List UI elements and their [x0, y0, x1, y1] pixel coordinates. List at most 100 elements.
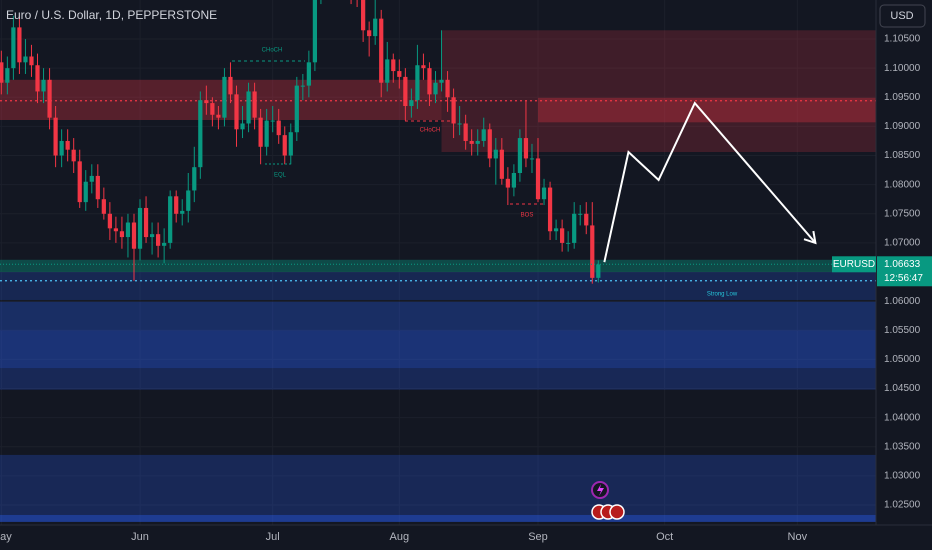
plot-area: [0, 0, 876, 522]
candle-body: [53, 117, 58, 156]
zone: [0, 272, 876, 300]
candle-body: [252, 91, 257, 118]
candle-body: [29, 56, 34, 66]
candle-body: [89, 175, 94, 182]
zone: [0, 454, 876, 515]
candle-body: [584, 213, 589, 226]
candle-body: [578, 213, 583, 215]
candle-body: [541, 187, 547, 200]
candle-body: [143, 207, 149, 238]
y-tick-label: 1.05000: [884, 354, 921, 365]
lightning: [597, 484, 604, 496]
y-tick-label: 1.04000: [884, 412, 921, 423]
candle-body: [270, 120, 275, 122]
zone: [0, 330, 876, 369]
candle-body: [77, 161, 82, 203]
candle-body: [156, 234, 161, 246]
y-tick-label: 1.02500: [884, 500, 921, 511]
y-tick-label: 1.04500: [884, 383, 921, 394]
candle-body: [11, 27, 16, 69]
candle-body: [101, 199, 106, 214]
candle-body: [162, 242, 167, 246]
candle-body: [560, 228, 565, 243]
zone: [0, 79, 442, 120]
y-tick-label: 1.10500: [884, 34, 921, 45]
y-tick-label: 1.07500: [884, 208, 921, 219]
x-tick-label: May: [0, 531, 12, 543]
x-tick-label: Jun: [131, 531, 149, 543]
countdown-label: 12:56:47: [884, 273, 923, 284]
candle-body: [149, 234, 155, 238]
candle-body: [264, 120, 269, 147]
candle-body: [361, 0, 366, 31]
candle-body: [535, 158, 541, 200]
candle-body: [186, 190, 191, 211]
zone: [441, 30, 876, 153]
candle-body: [529, 158, 535, 160]
candle-body: [204, 100, 209, 104]
candle-body: [198, 100, 203, 168]
candle-body: [312, 0, 318, 63]
candle-body: [131, 222, 137, 249]
candle-body: [427, 68, 432, 95]
candle-body: [95, 175, 100, 200]
candle-body: [300, 85, 305, 87]
x-tick-label: Oct: [656, 531, 673, 543]
zone: [0, 301, 876, 331]
candle-body: [119, 231, 125, 238]
candle-body: [596, 264, 601, 278]
candle-body: [17, 27, 22, 63]
candle-body: [35, 65, 40, 92]
candle-body: [397, 71, 402, 77]
candle-body: [445, 79, 450, 98]
x-tick-label: Jul: [266, 531, 280, 543]
candle-body: [65, 140, 70, 150]
candle-body: [379, 18, 384, 83]
candle-body: [228, 76, 233, 95]
candle-body: [451, 97, 456, 124]
candle-body: [180, 210, 185, 214]
arrow-head: [803, 230, 817, 245]
candle-body: [373, 18, 378, 37]
candle-body: [391, 59, 396, 72]
candle-body: [493, 149, 498, 159]
y-tick-label: 1.03000: [884, 471, 921, 482]
candle-body: [276, 120, 281, 136]
zone: [0, 368, 876, 390]
candle-body: [566, 242, 571, 244]
annotation: EQL: [274, 173, 287, 179]
annotation: CHoCH: [420, 128, 441, 134]
candle-body: [511, 173, 516, 188]
candle-body: [590, 225, 595, 278]
candle-body: [288, 132, 293, 156]
candle-body: [192, 167, 197, 191]
candle-body: [505, 178, 510, 188]
candle-body: [23, 56, 28, 63]
currency-label: USD: [890, 10, 913, 22]
candle-body: [553, 228, 559, 232]
projection-path: [603, 101, 817, 263]
candle-body: [415, 65, 420, 101]
candle-body: [125, 222, 131, 238]
candle-body: [210, 103, 215, 115]
candle-body: [41, 79, 46, 92]
candle-body: [107, 213, 112, 229]
candle-body: [499, 149, 504, 179]
candle-body: [222, 76, 227, 118]
currency-button[interactable]: [879, 4, 926, 28]
candle-body: [523, 138, 529, 159]
y-tick-label: 1.06000: [884, 296, 921, 307]
candle-body: [433, 82, 438, 95]
y-tick-label: 1.10000: [884, 63, 921, 74]
annotation: BOS: [521, 213, 534, 219]
y-tick-label: 1.08000: [884, 179, 921, 190]
symbol-tag: [832, 256, 876, 273]
candle-body: [234, 94, 239, 130]
candle-body: [457, 123, 462, 125]
flag-icon[interactable]: [609, 504, 625, 520]
candle-body: [547, 187, 553, 232]
zone: [0, 514, 876, 522]
candle-body: [246, 91, 251, 124]
candle-body: [137, 207, 143, 249]
